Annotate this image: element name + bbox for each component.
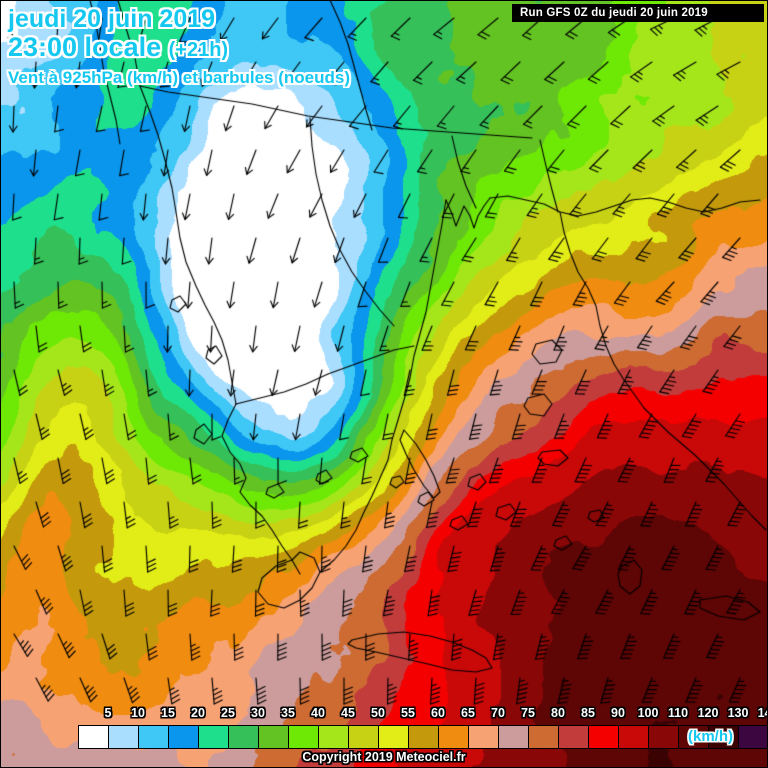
model-run-badge: Run GFS 0Z du jeudi 20 juin 2019 <box>512 4 764 22</box>
